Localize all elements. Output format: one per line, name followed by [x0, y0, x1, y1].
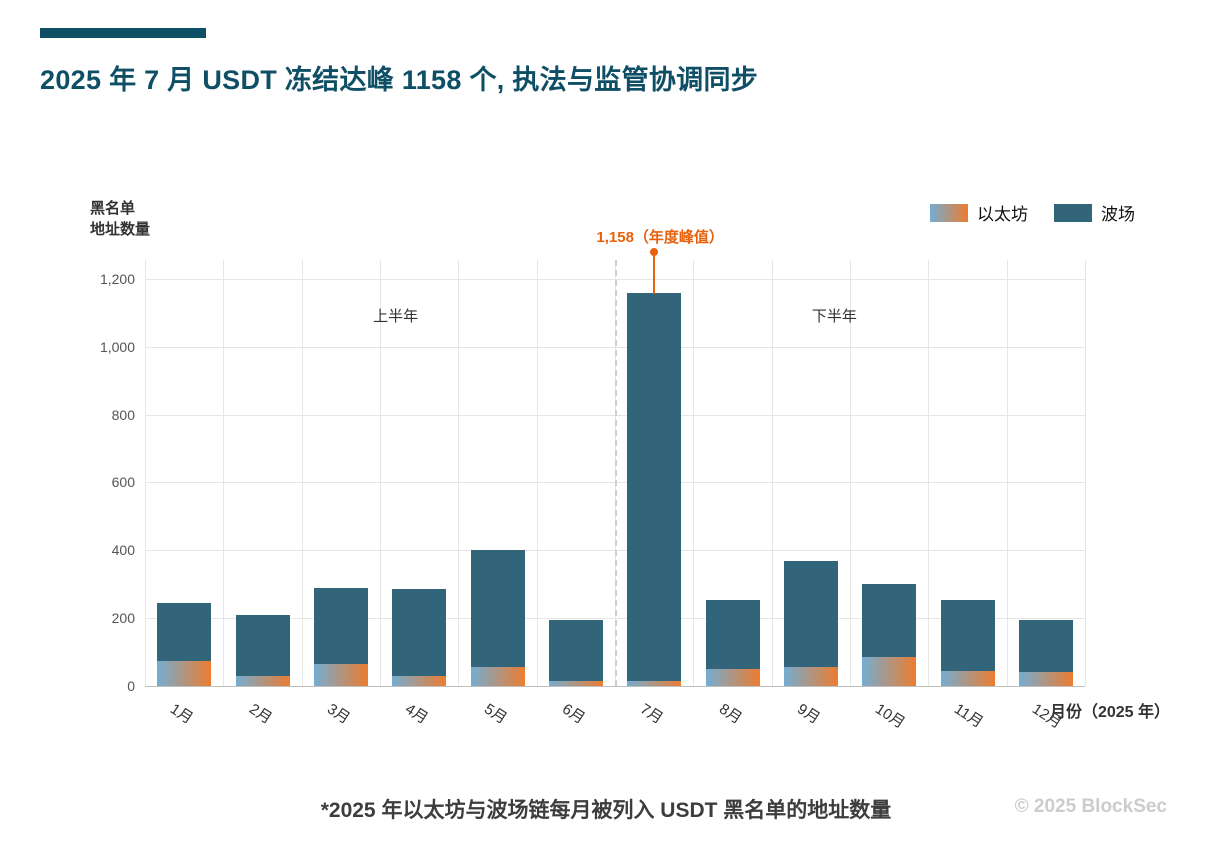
vertical-gridline [850, 260, 851, 686]
y-axis-title: 黑名单 地址数量 [90, 198, 150, 240]
bar-tron-8月 [705, 599, 760, 670]
bar-tron-4月 [392, 589, 447, 676]
y-axis-title-line1: 黑名单 [90, 200, 136, 217]
vertical-gridline [145, 260, 146, 686]
bar-ethereum-3月 [313, 663, 368, 686]
plot-area: 0 200 400 600 800 1,000 1,200 1月 2月 3月 4月 5月 6月 7月 8月 9… [100, 229, 1086, 732]
tron-color-swatch [1054, 203, 1092, 222]
bar-ethereum-12月 [1018, 672, 1073, 686]
bar-tron-7月 [627, 293, 682, 681]
page-title: 2025 年 7 月 USDT 冻结达峰 1158 个, 执法与监管协调同步 [40, 65, 759, 95]
footnote: *2025 年以太坊与波场链每月被列入 USDT 黑名单的地址数量 [320, 799, 892, 822]
second-half-label: 下半年 [811, 308, 857, 325]
bar-tron-12月 [1018, 619, 1073, 673]
x-tick-label: 7月 [637, 700, 667, 728]
bar-ethereum-5月 [470, 667, 525, 686]
annotation-dot [650, 248, 659, 256]
bar-ethereum-9月 [783, 667, 838, 686]
vertical-gridline [1085, 260, 1086, 686]
copyright: © 2025 BlockSec [1014, 796, 1167, 817]
x-tick-label: 5月 [480, 700, 510, 728]
accent-bar [40, 28, 206, 38]
y-tick-label: 1,200 [99, 270, 135, 287]
vertical-gridline [301, 260, 303, 686]
bar-ethereum-2月 [235, 675, 290, 686]
y-axis-title-line2: 地址数量 [90, 221, 151, 238]
x-axis-title: 月份（2025 年） [1049, 704, 1170, 721]
bar-ethereum-6月 [548, 680, 603, 686]
bar-tron-6月 [548, 619, 603, 681]
bar-tron-11月 [940, 599, 995, 671]
x-tick-label: 3月 [323, 700, 353, 728]
ethereum-gradient-swatch [930, 203, 968, 222]
bar-tron-1月 [157, 602, 212, 661]
y-tick-label: 600 [111, 474, 135, 491]
vertical-gridline [928, 260, 930, 686]
horizontal-gridline [145, 686, 1085, 687]
first-half-label: 上半年 [373, 308, 419, 325]
x-tick-label: 9月 [793, 700, 823, 728]
vertical-gridline [1006, 260, 1008, 686]
half-year-separator [615, 260, 617, 686]
vertical-gridline [693, 260, 695, 686]
bar-tron-10月 [862, 584, 917, 658]
bar-ethereum-8月 [705, 669, 760, 686]
bar-ethereum-11月 [940, 670, 995, 686]
y-tick-label: 800 [111, 406, 135, 423]
vertical-gridline [536, 260, 538, 686]
y-tick-label: 0 [127, 678, 135, 694]
x-tick-label: 11月 [950, 700, 986, 732]
annotation-line [653, 254, 656, 295]
x-tick-label: 6月 [558, 700, 588, 728]
legend-item-ethereum: 以太坊 [930, 200, 1028, 225]
vertical-gridline [223, 260, 225, 686]
bar-ethereum-10月 [862, 657, 917, 686]
bar-ethereum-4月 [392, 675, 447, 686]
chart-legend: 以太坊 波场 [930, 200, 1135, 225]
legend-label-ethereum: 以太坊 [977, 205, 1028, 224]
bar-tron-9月 [783, 560, 838, 668]
bar-ethereum-1月 [157, 660, 212, 686]
bar-ethereum-7月 [627, 680, 682, 686]
y-tick-label: 1,000 [99, 338, 135, 355]
legend-label-tron: 波场 [1101, 205, 1135, 224]
vertical-gridline [380, 260, 381, 686]
y-tick-label: 400 [111, 542, 135, 559]
annotation-text: 1,158（年度峰值） [596, 229, 724, 246]
x-tick-label: 4月 [402, 700, 432, 728]
y-tick-label: 200 [111, 610, 135, 627]
x-tick-label: 2月 [245, 700, 275, 728]
x-tick-label: 10月 [872, 700, 909, 733]
bar-tron-3月 [313, 587, 368, 664]
x-tick-label: 1月 [167, 700, 197, 728]
vertical-gridline [458, 260, 460, 686]
bar-tron-5月 [470, 550, 525, 668]
bar-tron-2月 [235, 615, 290, 676]
legend-item-tron: 波场 [1054, 200, 1135, 225]
vertical-gridline [771, 260, 773, 686]
x-tick-label: 8月 [715, 700, 745, 728]
